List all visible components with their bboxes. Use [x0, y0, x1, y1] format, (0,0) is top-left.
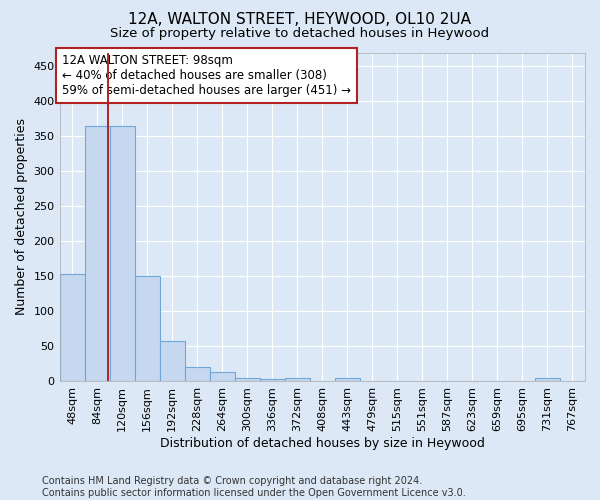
Text: Size of property relative to detached houses in Heywood: Size of property relative to detached ho… [110, 28, 490, 40]
Bar [335, 378, 360, 382]
Bar [209, 372, 235, 382]
Bar [59, 274, 85, 382]
Y-axis label: Number of detached properties: Number of detached properties [15, 118, 28, 316]
Text: 12A WALTON STREET: 98sqm
← 40% of detached houses are smaller (308)
59% of semi-: 12A WALTON STREET: 98sqm ← 40% of detach… [62, 54, 351, 97]
Text: Contains HM Land Registry data © Crown copyright and database right 2024.
Contai: Contains HM Land Registry data © Crown c… [42, 476, 466, 498]
Bar [260, 378, 285, 382]
Bar [535, 378, 560, 382]
Bar [285, 378, 310, 382]
X-axis label: Distribution of detached houses by size in Heywood: Distribution of detached houses by size … [160, 437, 485, 450]
Bar [85, 126, 110, 382]
Bar [110, 126, 134, 382]
Bar [160, 341, 185, 382]
Text: 12A, WALTON STREET, HEYWOOD, OL10 2UA: 12A, WALTON STREET, HEYWOOD, OL10 2UA [128, 12, 472, 28]
Bar [235, 378, 260, 382]
Bar [134, 276, 160, 382]
Bar [185, 368, 209, 382]
